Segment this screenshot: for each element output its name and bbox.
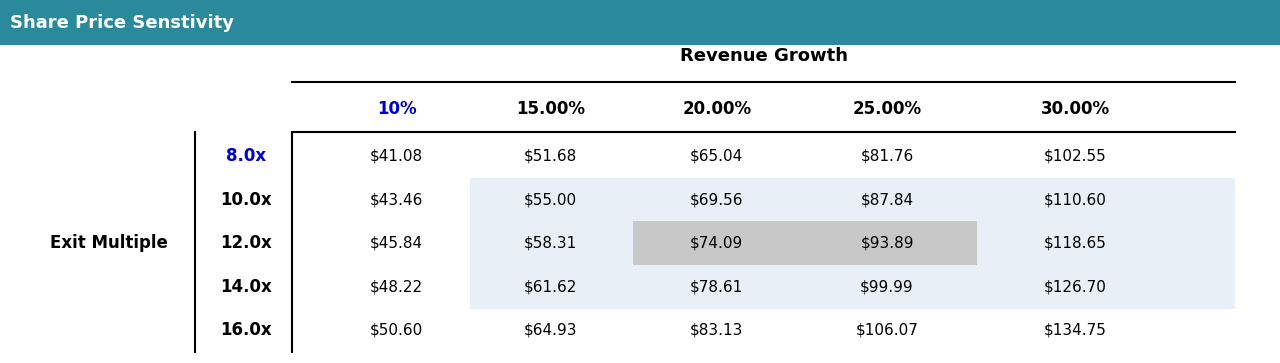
Text: $58.31: $58.31 bbox=[524, 236, 577, 251]
Text: $55.00: $55.00 bbox=[524, 192, 577, 207]
Text: $87.84: $87.84 bbox=[860, 192, 914, 207]
Text: Revenue Growth: Revenue Growth bbox=[680, 47, 847, 65]
Text: $83.13: $83.13 bbox=[690, 323, 744, 338]
Text: $99.99: $99.99 bbox=[860, 279, 914, 294]
Text: $69.56: $69.56 bbox=[690, 192, 744, 207]
Text: $134.75: $134.75 bbox=[1043, 323, 1107, 338]
Text: $102.55: $102.55 bbox=[1043, 148, 1107, 164]
Text: 25.00%: 25.00% bbox=[852, 100, 922, 118]
Text: $110.60: $110.60 bbox=[1043, 192, 1107, 207]
Text: $126.70: $126.70 bbox=[1043, 279, 1107, 294]
Text: $45.84: $45.84 bbox=[370, 236, 424, 251]
Text: $61.62: $61.62 bbox=[524, 279, 577, 294]
Text: 16.0x: 16.0x bbox=[220, 321, 271, 339]
Text: $74.09: $74.09 bbox=[690, 236, 744, 251]
Text: 10.0x: 10.0x bbox=[220, 191, 271, 209]
Text: 8.0x: 8.0x bbox=[225, 147, 266, 165]
Text: 20.00%: 20.00% bbox=[682, 100, 751, 118]
Text: $41.08: $41.08 bbox=[370, 148, 424, 164]
Text: $118.65: $118.65 bbox=[1043, 236, 1107, 251]
Text: $93.89: $93.89 bbox=[860, 236, 914, 251]
Text: $43.46: $43.46 bbox=[370, 192, 424, 207]
Text: 14.0x: 14.0x bbox=[220, 278, 271, 296]
Text: $81.76: $81.76 bbox=[860, 148, 914, 164]
Text: $51.68: $51.68 bbox=[524, 148, 577, 164]
Text: $78.61: $78.61 bbox=[690, 279, 744, 294]
Text: $106.07: $106.07 bbox=[855, 323, 919, 338]
Text: 30.00%: 30.00% bbox=[1041, 100, 1110, 118]
Text: $48.22: $48.22 bbox=[370, 279, 424, 294]
Text: 12.0x: 12.0x bbox=[220, 234, 271, 252]
Text: Exit Multiple: Exit Multiple bbox=[50, 234, 168, 252]
Text: 10%: 10% bbox=[378, 100, 416, 118]
Text: $64.93: $64.93 bbox=[524, 323, 577, 338]
Text: 15.00%: 15.00% bbox=[516, 100, 585, 118]
Text: $65.04: $65.04 bbox=[690, 148, 744, 164]
Text: Share Price Senstivity: Share Price Senstivity bbox=[10, 13, 234, 32]
Text: $50.60: $50.60 bbox=[370, 323, 424, 338]
